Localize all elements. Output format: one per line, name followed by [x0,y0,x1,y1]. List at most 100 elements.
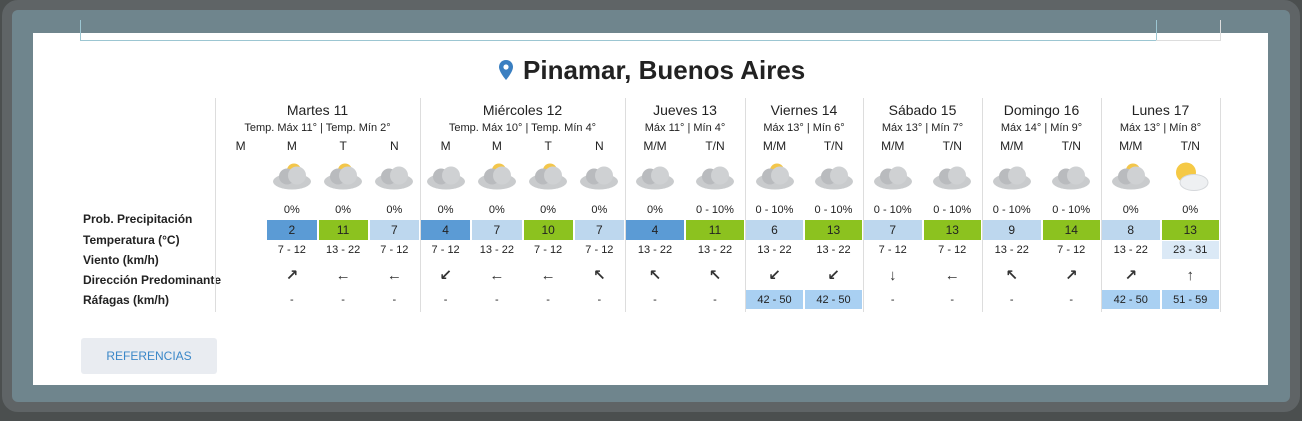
wind-gusts: 42 - 50 [1102,290,1160,309]
wind-gusts: - [290,293,294,306]
day-summary: Máx 14° | Mín 9° [1000,122,1083,134]
weather-icon [1109,159,1153,198]
column-separator [215,98,216,312]
title: Pinamar, Buenos Aires [523,55,806,85]
search-input[interactable] [80,20,1157,41]
temperature: 6 [746,220,803,240]
wind-direction: ↓ [889,266,897,284]
temperature: 9 [983,220,1041,240]
precipitation: 0% [1122,204,1139,216]
wind-direction: ← [386,266,402,284]
day-name: Jueves 13 [653,102,717,118]
period-label: M/M [762,139,787,153]
location-pin [499,60,513,80]
column-separator [1220,98,1221,312]
period-label: M/M [1000,139,1024,153]
row-label: Prob. Precipitación [83,212,193,226]
precipitation: 0 - 10% [873,204,912,216]
wind-speed: 7 - 12 [534,244,563,256]
precipitation: 0% [283,204,300,216]
weather-icon [930,159,974,198]
day-name: Viernes 14 [770,102,838,118]
period-label: T/N [1180,139,1200,153]
weather-icon [577,159,621,198]
period-label: N [595,139,604,153]
weather-icon [526,159,570,198]
wind-gusts: 51 - 59 [1161,290,1219,309]
search-button[interactable] [1156,20,1221,41]
wind-gusts: - [950,293,955,306]
period-label: M [286,139,297,153]
precipitation: 0% [1182,204,1199,216]
period-label: T/N [705,139,725,153]
wind-gusts: - [713,293,717,306]
column-separator [625,98,626,312]
column-separator [982,98,983,312]
wind-speed: 23 - 31 [1161,241,1219,259]
precipitation: 0% [386,204,403,216]
precipitation: 0% [335,204,352,216]
temperature: 13 [1161,220,1219,240]
weather-icon [424,159,468,198]
panel [33,33,1268,385]
temperature: 2 [267,220,317,240]
wind-direction: ↖ [593,267,606,284]
wind-gusts: - [341,293,345,306]
precipitation: 0 - 10% [696,204,734,216]
weather-icon [990,159,1034,198]
wind-direction: ← [944,266,960,284]
day-summary: Máx 11° | Mín 4° [644,122,726,134]
wind-direction: ↗ [285,267,299,284]
weather-icon [1049,159,1093,198]
column-separator [1101,98,1102,312]
wind-speed: 7 - 12 [380,244,409,256]
wind-speed: 13 - 22 [326,244,361,256]
wind-direction: ↗ [1064,267,1078,284]
wind-speed: 13 - 22 [816,244,851,256]
wind-direction: ↙ [768,267,781,284]
day-summary: Máx 13° | Mín 6° [763,122,845,134]
weather-icon [475,159,519,198]
wind-gusts: - [495,293,499,306]
wind-gusts: 42 - 50 [746,290,803,309]
references-button[interactable]: REFERENCIAS [81,338,217,374]
temperature: 7 [369,220,419,240]
period-label: M [491,139,502,153]
temperature: 10 [523,220,573,240]
wind-direction: ↙ [439,267,452,284]
period-label: M/M [881,139,905,153]
temperature: 4 [421,220,471,240]
period-label: M/M [643,139,667,153]
temperature: 11 [318,220,368,240]
temperature: 13 [923,220,981,240]
wind-gusts: - [890,293,895,306]
precipitation: 0% [437,204,454,216]
period-label: M [440,139,451,153]
weather-icon [753,159,797,198]
column-separator [420,98,421,312]
temperature: 7 [574,220,624,240]
wind-direction: ↙ [827,267,840,284]
day-name: Martes 11 [286,102,349,118]
precipitation: 0 - 10% [814,204,853,216]
wind-gusts: - [1009,293,1014,306]
precipitation: 0% [488,204,505,216]
wind-gusts: - [546,293,550,306]
wind-gusts: - [1069,293,1074,306]
temperature: 4 [626,220,684,240]
wind-gusts: - [597,293,602,306]
temperature: 14 [1042,220,1100,240]
precipitation: 0% [540,204,557,216]
wind-speed: 7 - 12 [938,244,967,256]
wind-direction: ← [489,266,505,284]
precipitation: 0% [647,204,663,216]
weather-icon [633,159,677,198]
column-separator [863,98,864,312]
wind-direction: ↖ [648,267,662,284]
wind-gusts: - [443,293,448,306]
day-summary: Máx 13° | Mín 7° [881,122,964,134]
wind-speed: 7 - 12 [431,244,460,256]
temperature: 7 [864,220,922,240]
wind-direction: ↑ [1186,266,1195,284]
